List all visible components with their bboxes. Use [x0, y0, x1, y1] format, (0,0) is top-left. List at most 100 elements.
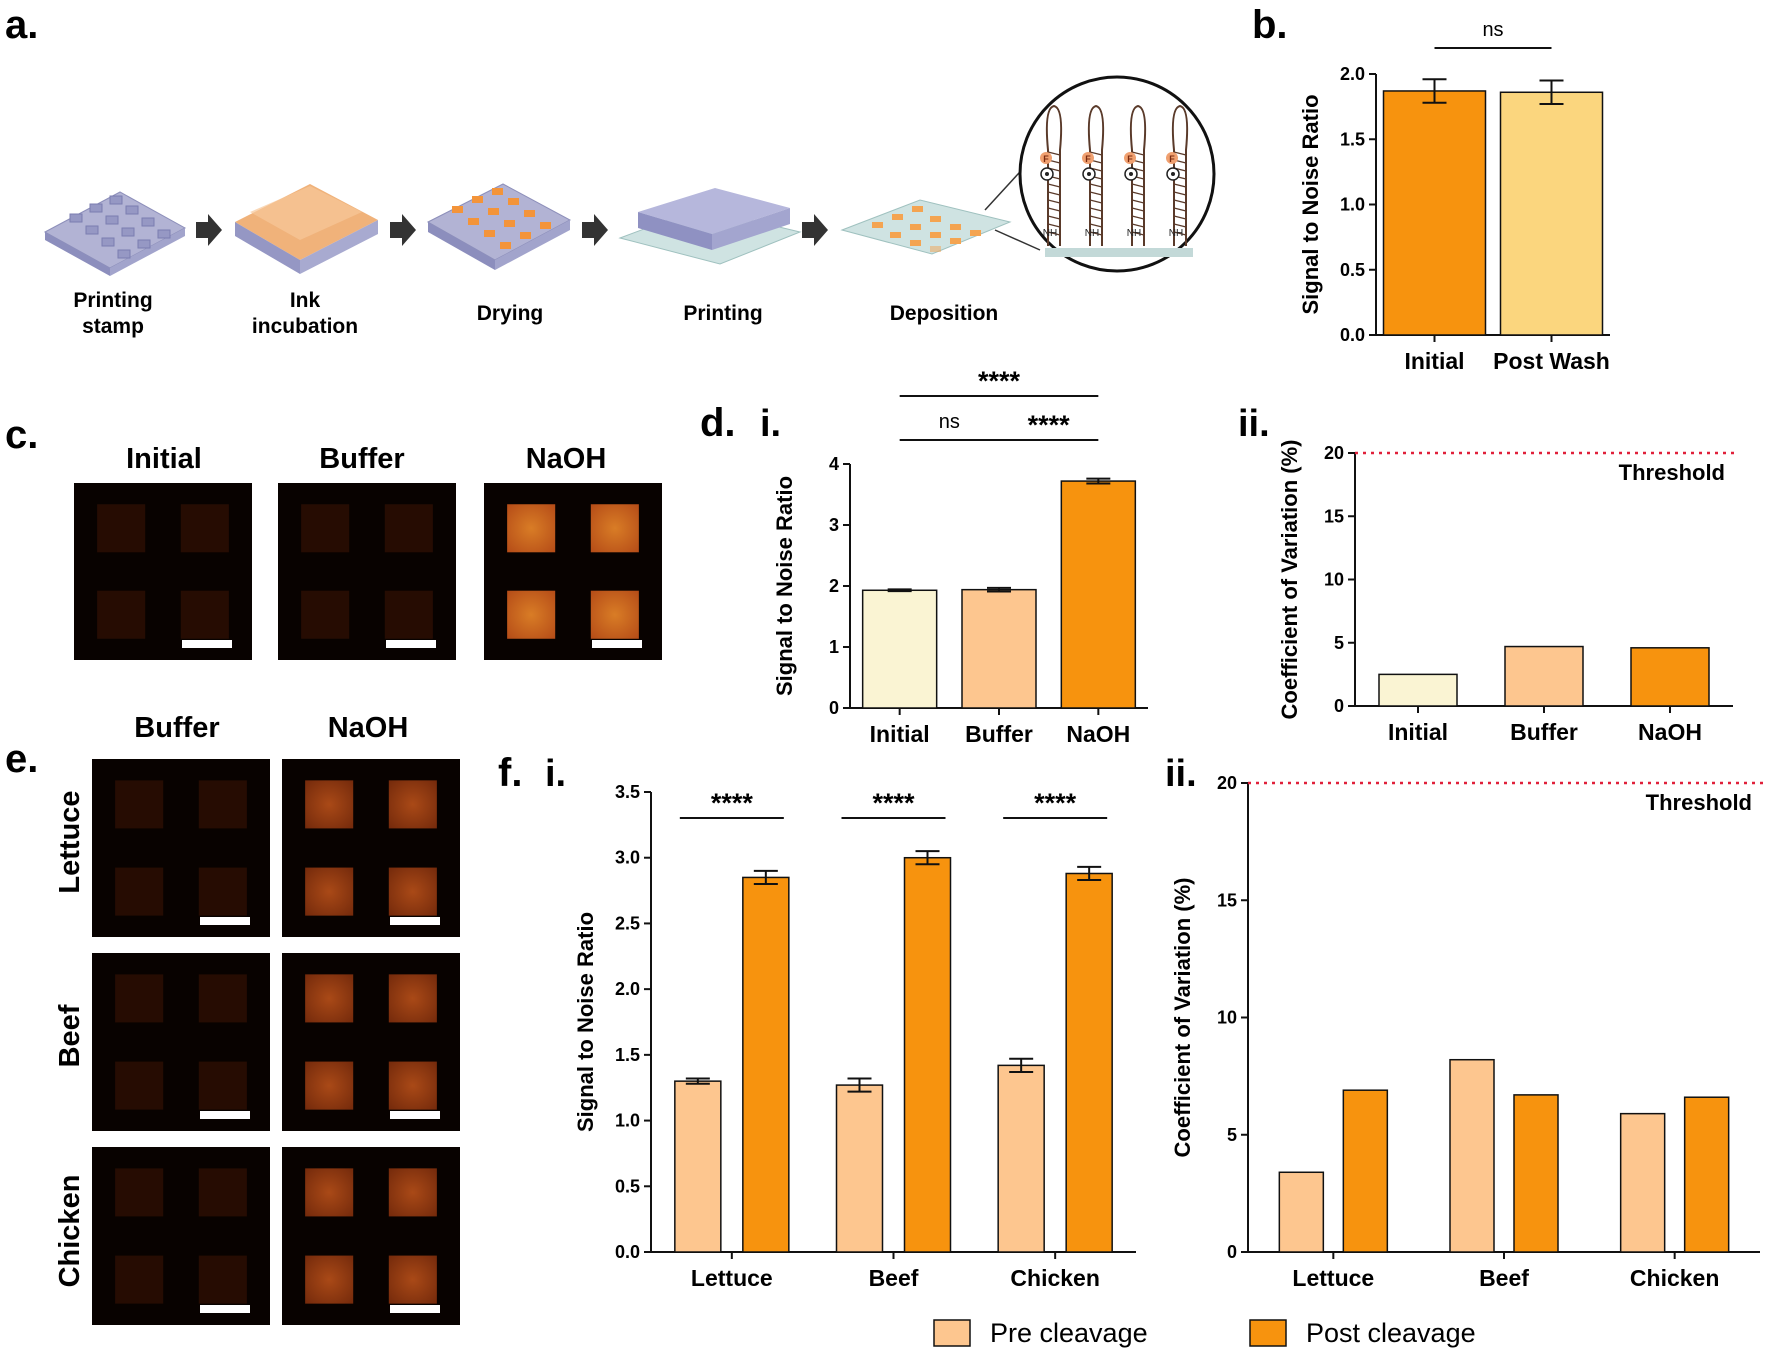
- y-tick-label: 3.0: [615, 848, 640, 868]
- base-pair: [1173, 223, 1187, 228]
- legend-label-pre: Pre cleavage: [990, 1318, 1148, 1348]
- x-tick-label: Buffer: [1510, 719, 1578, 745]
- base-pair: [1089, 215, 1103, 220]
- printed-spot: [198, 1255, 247, 1304]
- x-tick-label: Post Wash: [1493, 348, 1610, 374]
- printed-spot: [590, 590, 639, 639]
- step-label: Printing: [73, 289, 152, 312]
- base-pair: [1131, 223, 1145, 228]
- y-tick-label: 0.0: [1340, 325, 1365, 345]
- y-tick-label: 2.0: [615, 979, 640, 999]
- bar-pre-cleavage: [1278, 1171, 1325, 1253]
- dna-hairpin: [1171, 104, 1189, 246]
- chart-d-ii-coefficient-of-variation: 0 5 10 15 20 Coefficient of Variation (%) Init…: [1277, 440, 1739, 745]
- micrograph-naoh: [484, 483, 662, 660]
- scale-bar: [386, 640, 436, 648]
- printed-spot: [388, 1061, 437, 1110]
- y-axis-label: Coefficient of Variation (%): [1170, 878, 1195, 1158]
- printed-spot: [590, 504, 639, 553]
- x-tick-label: Beef: [869, 1265, 919, 1291]
- bar: [861, 589, 938, 709]
- bar: [961, 588, 1037, 709]
- printed-spot: [180, 590, 229, 639]
- y-tick-label: 4: [829, 454, 839, 474]
- legend-swatch-pre: [933, 1319, 971, 1347]
- bar-pre-cleavage: [674, 1080, 722, 1253]
- legend: Pre cleavage Post cleavage: [933, 1318, 1476, 1348]
- deposition-illustration: [840, 199, 1012, 255]
- chart-f-i-signal-to-noise: 0.0 0.5 1.0 1.5 2.0 2.5 3.0 3.5 Signal to Noise …: [573, 782, 1136, 1291]
- y-tick-label: 10: [1324, 570, 1344, 590]
- printed-spot: [507, 504, 556, 553]
- printed-spot: [115, 780, 164, 829]
- base-pair: [1131, 199, 1145, 204]
- base-pair: [1047, 231, 1061, 236]
- significance-label: ****: [711, 788, 754, 818]
- y-tick-label: 1.0: [615, 1111, 640, 1131]
- y-tick-label: 3: [829, 515, 839, 535]
- x-tick-label: NaOH: [1638, 719, 1702, 745]
- base-pair: [1089, 223, 1103, 228]
- x-tick-label: Buffer: [965, 721, 1033, 747]
- base-pair: [1047, 199, 1061, 204]
- printed-spot: [305, 1255, 354, 1304]
- image-row-title: Lettuce: [54, 790, 86, 893]
- fluorophore-icon: [1040, 152, 1052, 164]
- bar: [1504, 645, 1584, 707]
- y-tick-label: 3.5: [615, 782, 640, 802]
- printed-spot: [384, 504, 433, 553]
- printed-spot: [115, 867, 164, 916]
- bar: [1630, 647, 1710, 707]
- base-pair: [1173, 215, 1187, 220]
- x-tick-label: NaOH: [1066, 721, 1130, 747]
- printed-spot: [115, 1255, 164, 1304]
- base-pair: [1131, 231, 1145, 236]
- micrograph-initial: [74, 483, 252, 660]
- printed-spot: [305, 867, 354, 916]
- quencher-dot: [1129, 172, 1133, 176]
- step-label: Ink: [290, 289, 321, 312]
- panel-label-f: f.: [498, 751, 522, 795]
- scale-bar: [200, 1111, 250, 1119]
- step-label: Drying: [477, 302, 544, 325]
- base-pair: [1173, 151, 1187, 156]
- y-tick-label: 10: [1217, 1008, 1237, 1028]
- printed-spot: [115, 1168, 164, 1217]
- base-pair: [1089, 199, 1103, 204]
- y-tick-label: 2.0: [1340, 64, 1365, 84]
- printed-spot: [115, 1061, 164, 1110]
- printed-spot: [97, 590, 146, 639]
- printed-spot: [388, 974, 437, 1023]
- base-pair: [1131, 207, 1145, 212]
- panel-label-f-ii: ii.: [1165, 753, 1197, 795]
- y-axis-label: Signal to Noise Ratio: [1298, 94, 1323, 314]
- printed-spot: [305, 974, 354, 1023]
- panel-label-b: b.: [1252, 3, 1288, 47]
- base-pair: [1131, 151, 1145, 156]
- x-tick-label: Initial: [870, 721, 930, 747]
- bar-post-cleavage: [1342, 1089, 1389, 1253]
- chart-f-ii-coefficient-of-variation: 0 5 10 15 20 Coefficient of Variation (%) Lett…: [1170, 773, 1766, 1291]
- printed-spot: [180, 504, 229, 553]
- molecular-zoom-inset: F NH F NH F NH F NH: [1018, 75, 1216, 273]
- printed-spot: [301, 504, 350, 553]
- x-tick-label: Chicken: [1010, 1265, 1099, 1291]
- y-tick-label: 5: [1227, 1125, 1237, 1145]
- y-tick-label: 1.5: [615, 1045, 640, 1065]
- legend-label-post: Post cleavage: [1306, 1318, 1476, 1348]
- base-pair: [1131, 191, 1145, 196]
- y-tick-label: 15: [1217, 890, 1237, 910]
- significance-label: ****: [978, 366, 1021, 396]
- base-pair: [1089, 207, 1103, 212]
- base-pair: [1131, 215, 1145, 220]
- x-tick-label: Initial: [1388, 719, 1448, 745]
- drying-illustration: [426, 183, 572, 270]
- y-tick-label: 15: [1324, 506, 1344, 526]
- base-pair: [1047, 191, 1061, 196]
- base-pair: [1089, 231, 1103, 236]
- amide-label: NH: [1127, 228, 1141, 239]
- y-tick-label: 2: [829, 576, 839, 596]
- printed-spot: [301, 590, 350, 639]
- bar: [1499, 91, 1604, 336]
